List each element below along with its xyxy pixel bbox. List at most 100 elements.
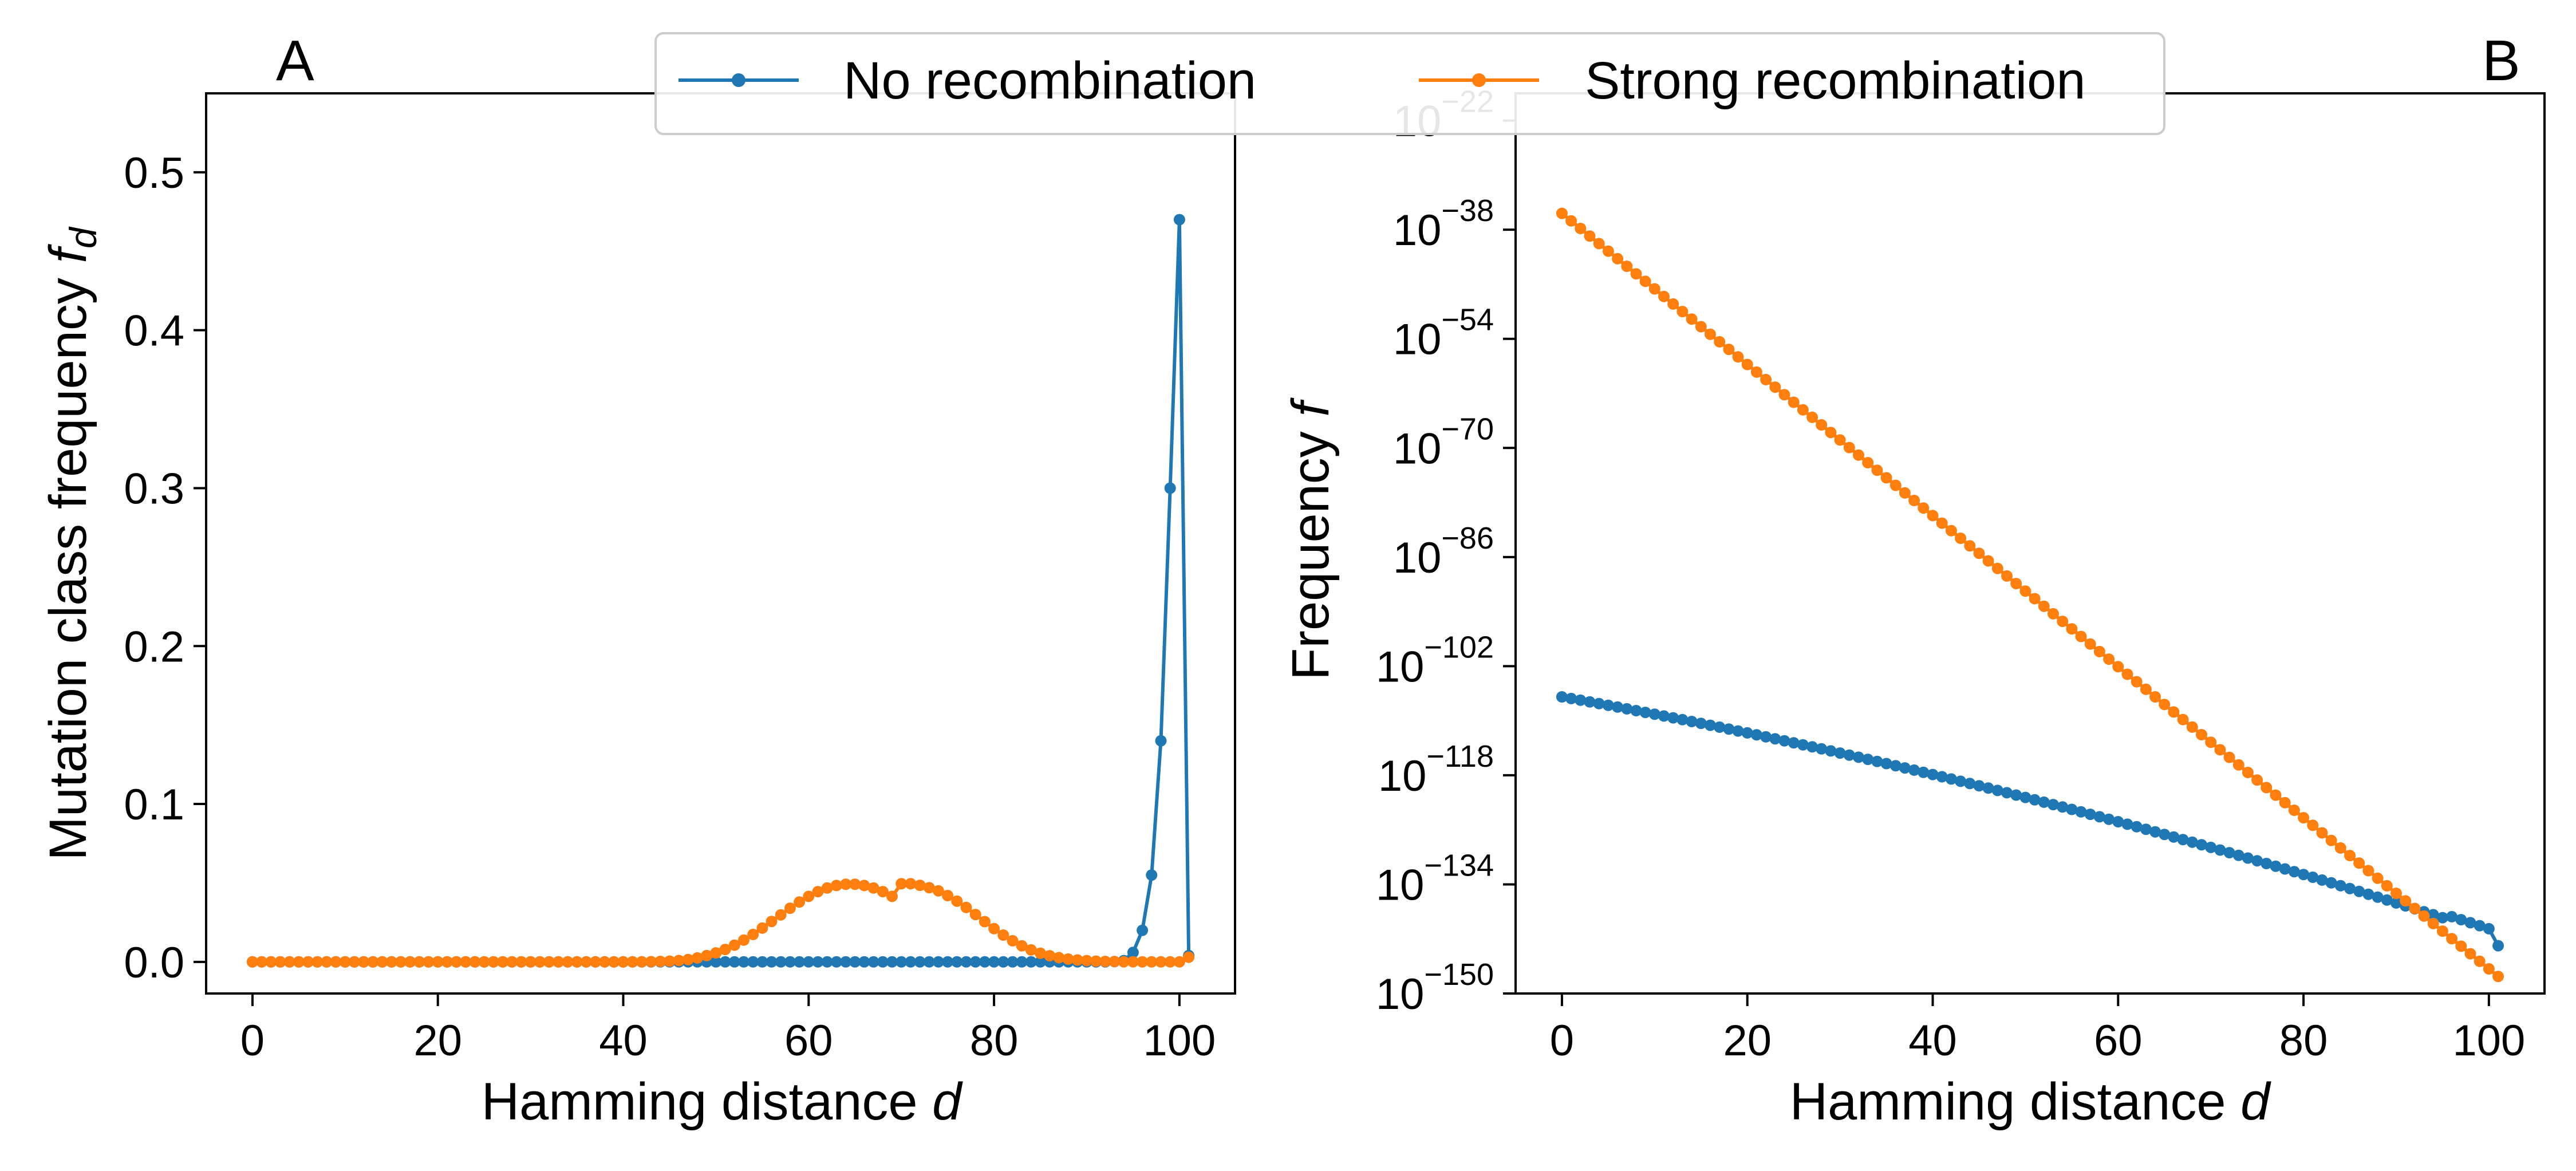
- panel-a-point-strong-recombination-78: [969, 909, 981, 921]
- panel-a-point-strong-recombination-89: [1071, 954, 1083, 966]
- panel-a-point-strong-recombination-84: [1025, 944, 1037, 956]
- legend-marker-strong-recombination: [1472, 73, 1486, 87]
- panel-a-point-strong-recombination-6: [302, 956, 314, 968]
- panel-a-y-tick-label-0-3: 0.3: [124, 464, 184, 513]
- panel-b-point-no-recombination-76: [2261, 858, 2273, 869]
- panel-b-point-strong-recombination-64: [2149, 691, 2161, 703]
- panel-a-point-strong-recombination-31: [534, 956, 546, 968]
- panel-a-point-strong-recombination-45: [664, 955, 676, 967]
- panel-a-point-no-recombination-70: [896, 956, 908, 968]
- panel-a: 0 20 40 60 80 100 0.0 0.1 0.2 0.3 0.4 0.5 A Hammin…: [39, 29, 1236, 1131]
- panel-b-point-no-recombination-37: [1899, 762, 1911, 774]
- panel-b-point-no-recombination-10: [1648, 708, 1660, 720]
- panel-a-point-strong-recombination-93: [1108, 956, 1121, 968]
- panel-a-point-no-recombination-79: [979, 956, 991, 968]
- panel-b-point-strong-recombination-53: [2048, 608, 2059, 620]
- panel-b: 0 20 40 60 80 100 10−150 10−134 10−118 10−102 10−…: [1281, 29, 2546, 1131]
- panel-b-point-strong-recombination-1: [1565, 215, 1577, 227]
- panel-b-point-strong-recombination-87: [2362, 865, 2374, 877]
- panel-a-ylabel-sub: d: [62, 226, 104, 249]
- panel-b-point-strong-recombination-51: [2029, 593, 2041, 605]
- panel-a-point-no-recombination-61: [812, 956, 824, 968]
- panel-a-point-strong-recombination-65: [849, 878, 861, 890]
- panel-b-point-strong-recombination-28: [1816, 419, 1828, 431]
- panel-a-point-strong-recombination-61: [812, 886, 824, 898]
- panel-a-point-no-recombination-74: [932, 956, 944, 968]
- panel-b-y-tick-label--70: 10−70: [1393, 412, 1494, 473]
- panel-a-point-strong-recombination-59: [794, 896, 806, 908]
- panel-a-x-tick-label-40: 40: [599, 1016, 648, 1065]
- legend: No recombination Strong recombination: [654, 32, 2165, 135]
- panel-b-point-strong-recombination-31: [1843, 441, 1855, 454]
- panel-a-point-no-recombination-84: [1025, 956, 1037, 968]
- panel-b-point-strong-recombination-74: [2242, 767, 2254, 778]
- panel-b-point-strong-recombination-86: [2353, 857, 2365, 869]
- panel-a-x-tick-label-100: 100: [1143, 1016, 1216, 1065]
- panel-a-point-strong-recombination-34: [562, 956, 574, 968]
- panel-b-point-no-recombination-80: [2298, 869, 2310, 881]
- panel-b-point-strong-recombination-71: [2214, 744, 2226, 756]
- panel-b-point-strong-recombination-79: [2288, 805, 2300, 816]
- panel-b-point-strong-recombination-67: [2177, 713, 2189, 726]
- panel-a-point-strong-recombination-47: [682, 953, 694, 965]
- panel-a-point-strong-recombination-21: [441, 956, 453, 968]
- panel-a-point-strong-recombination-8: [321, 956, 333, 968]
- panel-a-point-strong-recombination-46: [673, 955, 685, 967]
- panel-b-point-no-recombination-32: [1853, 751, 1864, 763]
- panel-a-point-strong-recombination-48: [692, 952, 703, 964]
- panel-a-point-strong-recombination-51: [719, 944, 731, 956]
- panel-a-point-strong-recombination-68: [877, 886, 889, 898]
- panel-a-point-no-recombination-67: [867, 956, 879, 968]
- panel-b-point-strong-recombination-5: [1602, 245, 1614, 257]
- panel-b-point-strong-recombination-90: [2390, 888, 2402, 900]
- panel-a-point-strong-recombination-64: [840, 878, 852, 890]
- panel-b-point-no-recombination-28: [1816, 743, 1828, 755]
- panel-b-point-strong-recombination-14: [1686, 313, 1698, 325]
- panel-b-point-no-recombination-54: [2057, 801, 2069, 813]
- panel-b-point-strong-recombination-24: [1778, 389, 1790, 401]
- panel-a-point-no-recombination-71: [905, 956, 917, 968]
- panel-b-point-no-recombination-11: [1658, 710, 1670, 722]
- panel-b-point-no-recombination-78: [2279, 863, 2291, 875]
- panel-a-x-ticks: 0 20 40 60 80 100: [240, 993, 1216, 1065]
- panel-b-point-no-recombination-15: [1695, 717, 1707, 730]
- panel-a-point-strong-recombination-13: [367, 956, 379, 968]
- panel-b-point-strong-recombination-66: [2168, 706, 2180, 718]
- panel-b-point-strong-recombination-47: [1991, 562, 2003, 574]
- panel-a-point-no-recombination-95: [1127, 947, 1139, 959]
- panel-a-point-strong-recombination-53: [738, 934, 749, 946]
- panel-b-point-no-recombination-23: [1769, 733, 1781, 745]
- panel-b-point-strong-recombination-38: [1908, 495, 1920, 506]
- panel-a-point-strong-recombination-86: [1044, 950, 1056, 962]
- panel-a-point-strong-recombination-97: [1146, 956, 1158, 968]
- panel-a-point-strong-recombination-75: [942, 890, 954, 901]
- panel-a-point-no-recombination-62: [821, 956, 833, 968]
- panel-b-point-no-recombination-58: [2093, 811, 2105, 823]
- panel-a-y-ticks: 0.0 0.1 0.2 0.3 0.4 0.5: [124, 149, 206, 987]
- panel-a-point-strong-recombination-67: [867, 882, 879, 894]
- panel-b-x-tick-label-60: 60: [2094, 1016, 2143, 1065]
- panel-b-point-strong-recombination-52: [2038, 600, 2050, 612]
- panel-b-point-no-recombination-27: [1806, 741, 1818, 753]
- panel-a-point-no-recombination-98: [1155, 735, 1167, 747]
- panel-a-point-strong-recombination-95: [1127, 956, 1139, 968]
- panel-b-point-no-recombination-99: [2474, 920, 2486, 932]
- panel-a-point-strong-recombination-33: [553, 956, 565, 968]
- panel-a-x-tick-label-0: 0: [240, 1016, 265, 1065]
- panel-b-ylabel-text: Frequency: [1281, 431, 1340, 680]
- panel-a-point-no-recombination-68: [877, 956, 889, 968]
- panel-b-point-no-recombination-38: [1908, 764, 1920, 776]
- panel-b-point-strong-recombination-48: [2001, 570, 2013, 582]
- panel-a-point-strong-recombination-9: [330, 956, 342, 968]
- panel-a-point-strong-recombination-44: [654, 956, 666, 967]
- panel-b-point-strong-recombination-97: [2455, 940, 2467, 952]
- panel-b-point-strong-recombination-12: [1667, 298, 1679, 310]
- panel-b-point-no-recombination-100: [2483, 922, 2495, 935]
- panel-a-point-strong-recombination-27: [497, 956, 509, 968]
- panel-b-point-strong-recombination-15: [1695, 321, 1707, 333]
- panel-a-point-strong-recombination-28: [506, 956, 518, 968]
- panel-a-point-strong-recombination-69: [886, 890, 898, 902]
- panel-b-point-strong-recombination-57: [2084, 638, 2096, 650]
- panel-b-point-no-recombination-0: [1556, 691, 1568, 703]
